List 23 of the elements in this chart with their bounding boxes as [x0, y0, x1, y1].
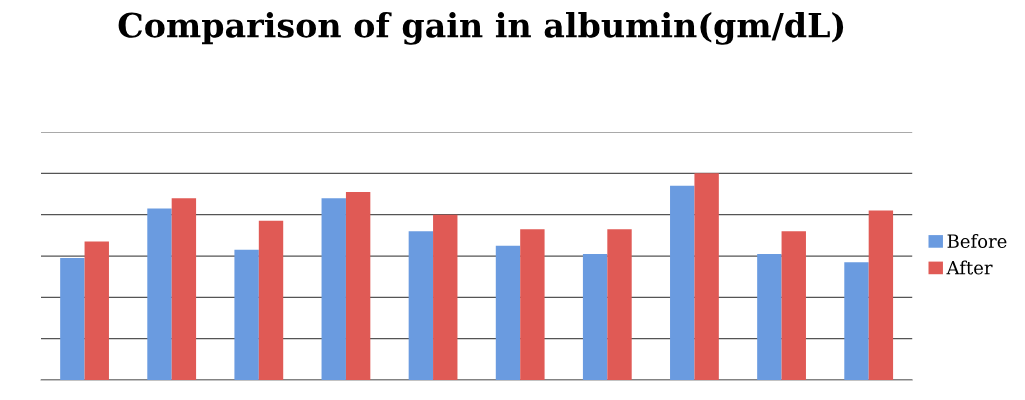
bar	[321, 198, 346, 380]
legend-label: After	[946, 260, 993, 275]
bar	[582, 253, 608, 380]
bar	[408, 231, 434, 380]
bar	[670, 185, 695, 380]
legend-label: Before	[947, 234, 1007, 248]
bar	[520, 229, 545, 380]
bar	[694, 173, 719, 380]
bar	[171, 198, 197, 380]
bar	[844, 262, 869, 380]
bar	[757, 253, 782, 380]
bar	[495, 245, 521, 380]
bar	[60, 258, 85, 380]
bar	[258, 220, 284, 380]
bar	[147, 208, 172, 380]
bar	[433, 214, 458, 380]
bar	[345, 191, 371, 380]
chart-title: Comparison of gain in albumin(gm/dL)	[118, 12, 844, 45]
bar	[868, 210, 894, 380]
bar	[607, 229, 632, 380]
bar	[84, 241, 109, 380]
bar	[781, 231, 806, 380]
bar	[234, 249, 259, 380]
